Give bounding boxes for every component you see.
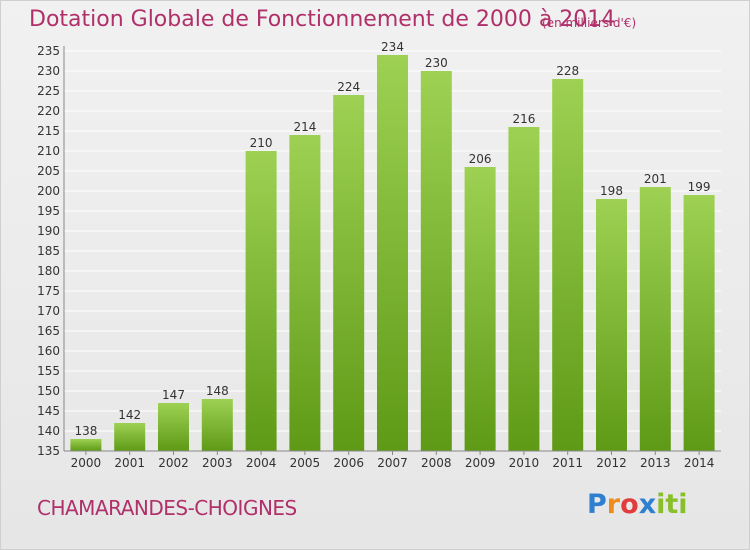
x-tick-label: 2010 <box>509 456 540 470</box>
bar-chart: 138 142 147 148 210 214 224 234 230 206 216 228 198 2… <box>37 40 721 470</box>
x-tick-label: 2000 <box>71 456 102 470</box>
data-label: 234 <box>381 40 404 54</box>
data-label: 148 <box>206 384 229 398</box>
x-tick-label: 2003 <box>202 456 233 470</box>
data-label: 214 <box>293 120 316 134</box>
bar-2004 <box>245 151 277 451</box>
bar-2008 <box>420 71 452 451</box>
data-label: 228 <box>556 64 579 78</box>
bar-2002 <box>158 403 189 451</box>
bar-2003 <box>201 399 233 451</box>
bar-2000 <box>70 439 102 451</box>
x-tick-label: 2009 <box>465 456 496 470</box>
y-tick-label: 235 <box>37 44 60 58</box>
bar-2013 <box>639 187 671 451</box>
x-tick-label: 2011 <box>552 456 583 470</box>
y-tick-label: 150 <box>37 384 60 398</box>
x-tick-label: 2001 <box>114 456 145 470</box>
y-tick-label: 140 <box>37 424 60 438</box>
y-tick-label: 195 <box>37 204 60 218</box>
x-tick-label: 2014 <box>684 456 715 470</box>
x-tick-label: 2005 <box>290 456 321 470</box>
y-tick-label: 145 <box>37 404 60 418</box>
y-tick-label: 200 <box>37 184 60 198</box>
bar-2011 <box>552 79 584 451</box>
data-label: 201 <box>644 172 667 186</box>
x-tick-label: 2004 <box>246 456 277 470</box>
y-tick-label: 170 <box>37 304 60 318</box>
data-label: 198 <box>600 184 623 198</box>
data-label: 199 <box>688 180 711 194</box>
x-tick-label: 2012 <box>596 456 627 470</box>
x-tick-label: 2002 <box>158 456 189 470</box>
y-tick-label: 190 <box>37 224 60 238</box>
y-tick-label: 135 <box>37 444 60 458</box>
chart-subtitle: (en milliers d'€) <box>542 16 637 30</box>
bar-2009 <box>464 167 496 451</box>
bar-2010 <box>508 127 540 451</box>
x-tick-label: 2007 <box>377 456 408 470</box>
data-label: 224 <box>337 80 360 94</box>
y-tick-label: 225 <box>37 84 60 98</box>
data-label: 142 <box>118 408 141 422</box>
x-tick-label: 2006 <box>333 456 364 470</box>
y-tick-label: 220 <box>37 104 60 118</box>
bar-2014 <box>683 195 715 451</box>
bar-2001 <box>114 423 146 451</box>
y-tick-label: 205 <box>37 164 60 178</box>
y-tick-label: 210 <box>37 144 60 158</box>
data-label: 147 <box>162 388 185 402</box>
data-label: 206 <box>469 152 492 166</box>
bar-2007 <box>377 55 408 451</box>
bar-2012 <box>596 199 627 451</box>
data-label: 216 <box>512 112 535 126</box>
y-tick-label: 165 <box>37 324 60 338</box>
data-label: 210 <box>250 136 273 150</box>
x-tick-label: 2008 <box>421 456 452 470</box>
y-tick-label: 180 <box>37 264 60 278</box>
y-tick-label: 175 <box>37 284 60 298</box>
proxiti-logo: Proxiti <box>587 489 688 520</box>
bar-2005 <box>289 135 321 451</box>
chart-title: Dotation Globale de Fonctionnement de 20… <box>29 7 616 32</box>
data-label: 138 <box>74 424 97 438</box>
x-tick-label: 2013 <box>640 456 671 470</box>
bar-2006 <box>333 95 365 451</box>
y-tick-label: 155 <box>37 364 60 378</box>
y-tick-label: 230 <box>37 64 60 78</box>
y-tick-label: 160 <box>37 344 60 358</box>
y-tick-label: 185 <box>37 244 60 258</box>
y-tick-label: 215 <box>37 124 60 138</box>
data-label: 230 <box>425 56 448 70</box>
commune-name: CHAMARANDES-CHOIGNES <box>37 496 297 520</box>
